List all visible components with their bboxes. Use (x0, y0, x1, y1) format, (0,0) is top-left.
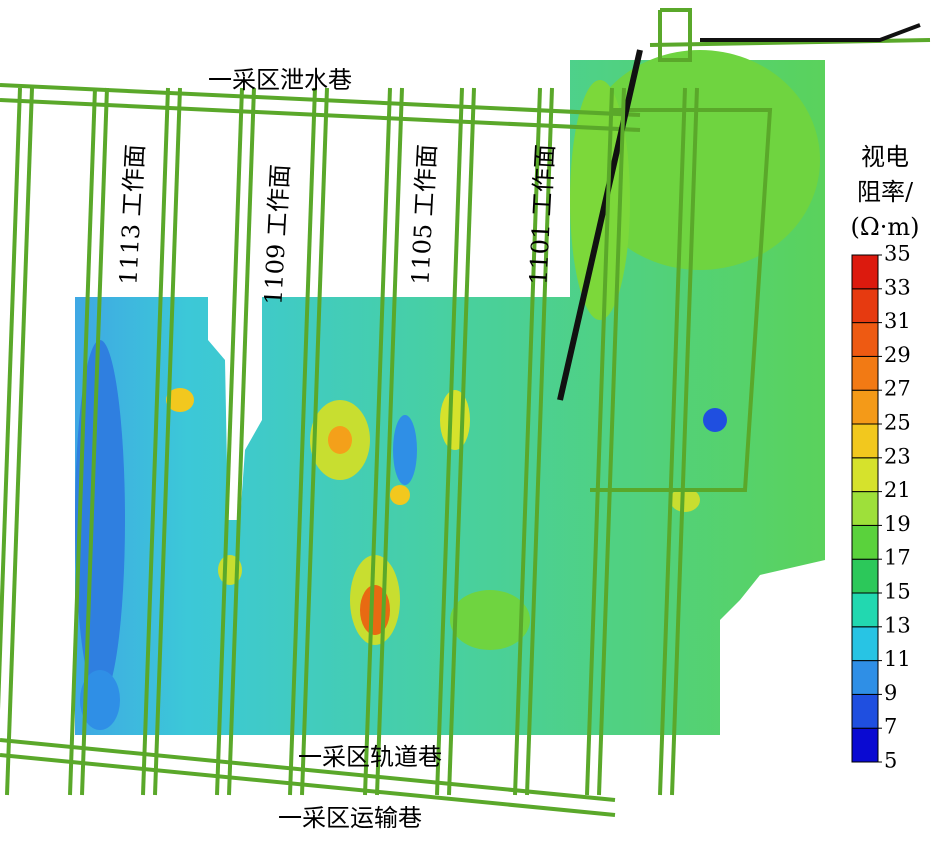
roadway-label: 一采区轨道巷 (298, 743, 442, 771)
colorbar-title: 阻率/ (857, 178, 914, 206)
roadway (5, 87, 34, 796)
roadway (80, 87, 109, 796)
colorbar-band (851, 592, 879, 628)
colorbar-tick-label: 7 (884, 715, 897, 739)
roadway (670, 87, 699, 796)
roadway-label: 一采区运输巷 (278, 804, 422, 832)
face-label: 1109 工作面 (259, 164, 294, 306)
colorbar-tick-label: 23 (884, 444, 911, 468)
roadway (447, 87, 476, 796)
colorbar-tick-label: 33 (884, 275, 911, 299)
colorbar-band (851, 355, 879, 391)
colorbar-title: (Ω·m) (850, 213, 919, 241)
colorbar-title: 视电 (861, 143, 909, 171)
roadway (585, 87, 614, 796)
roadway (68, 87, 97, 796)
roadway (525, 87, 554, 796)
colorbar-band (851, 254, 879, 290)
colorbar-band (851, 693, 879, 729)
colorbar-tick-label: 21 (884, 478, 911, 502)
colorbar-tick-label: 5 (884, 749, 897, 773)
colorbar-band (851, 423, 879, 459)
colorbar-tick-label: 13 (884, 613, 911, 637)
colorbar-band (851, 322, 879, 357)
roadway (300, 87, 329, 796)
colorbar-tick-label: 11 (884, 647, 911, 671)
colorbar-band (851, 558, 879, 594)
colorbar-tick-label: 9 (884, 681, 897, 705)
colorbar-band (851, 727, 879, 763)
colorbar-tick-label: 27 (884, 377, 911, 401)
roadway (658, 87, 687, 796)
roadway-label: 一采区泄水巷 (208, 66, 352, 94)
face-label: 1105 工作面 (406, 144, 441, 286)
colorbar-band (851, 288, 879, 324)
colorbar-tick-label: 31 (884, 309, 911, 333)
colorbar-tick-label: 17 (884, 546, 911, 570)
roadway (513, 87, 542, 796)
colorbar-tick-label: 15 (884, 580, 911, 604)
roadway (597, 87, 626, 796)
colorbar-tick-label: 29 (884, 343, 911, 367)
roadways (0, 8, 931, 817)
roadway (435, 87, 464, 796)
roadway (375, 87, 404, 796)
roadway (363, 87, 392, 796)
colorbar-band (851, 389, 879, 425)
colorbar-tick-label: 35 (884, 242, 911, 266)
face-label: 1113 工作面 (114, 144, 149, 286)
roadway (153, 87, 182, 796)
roadway (0, 87, 22, 711)
face-label: 1101 工作面 (524, 144, 559, 286)
roadway (288, 87, 317, 796)
colorbar-band (851, 491, 879, 526)
roadway (227, 87, 256, 796)
colorbar-band (851, 524, 879, 560)
colorbar-tick-label: 25 (884, 411, 911, 435)
roadway (141, 87, 170, 796)
colorbar-tick-label: 19 (884, 512, 911, 536)
roadway (215, 87, 244, 796)
colorbar-band (851, 660, 879, 695)
colorbar-band (851, 626, 879, 662)
colorbar-band (851, 457, 879, 493)
